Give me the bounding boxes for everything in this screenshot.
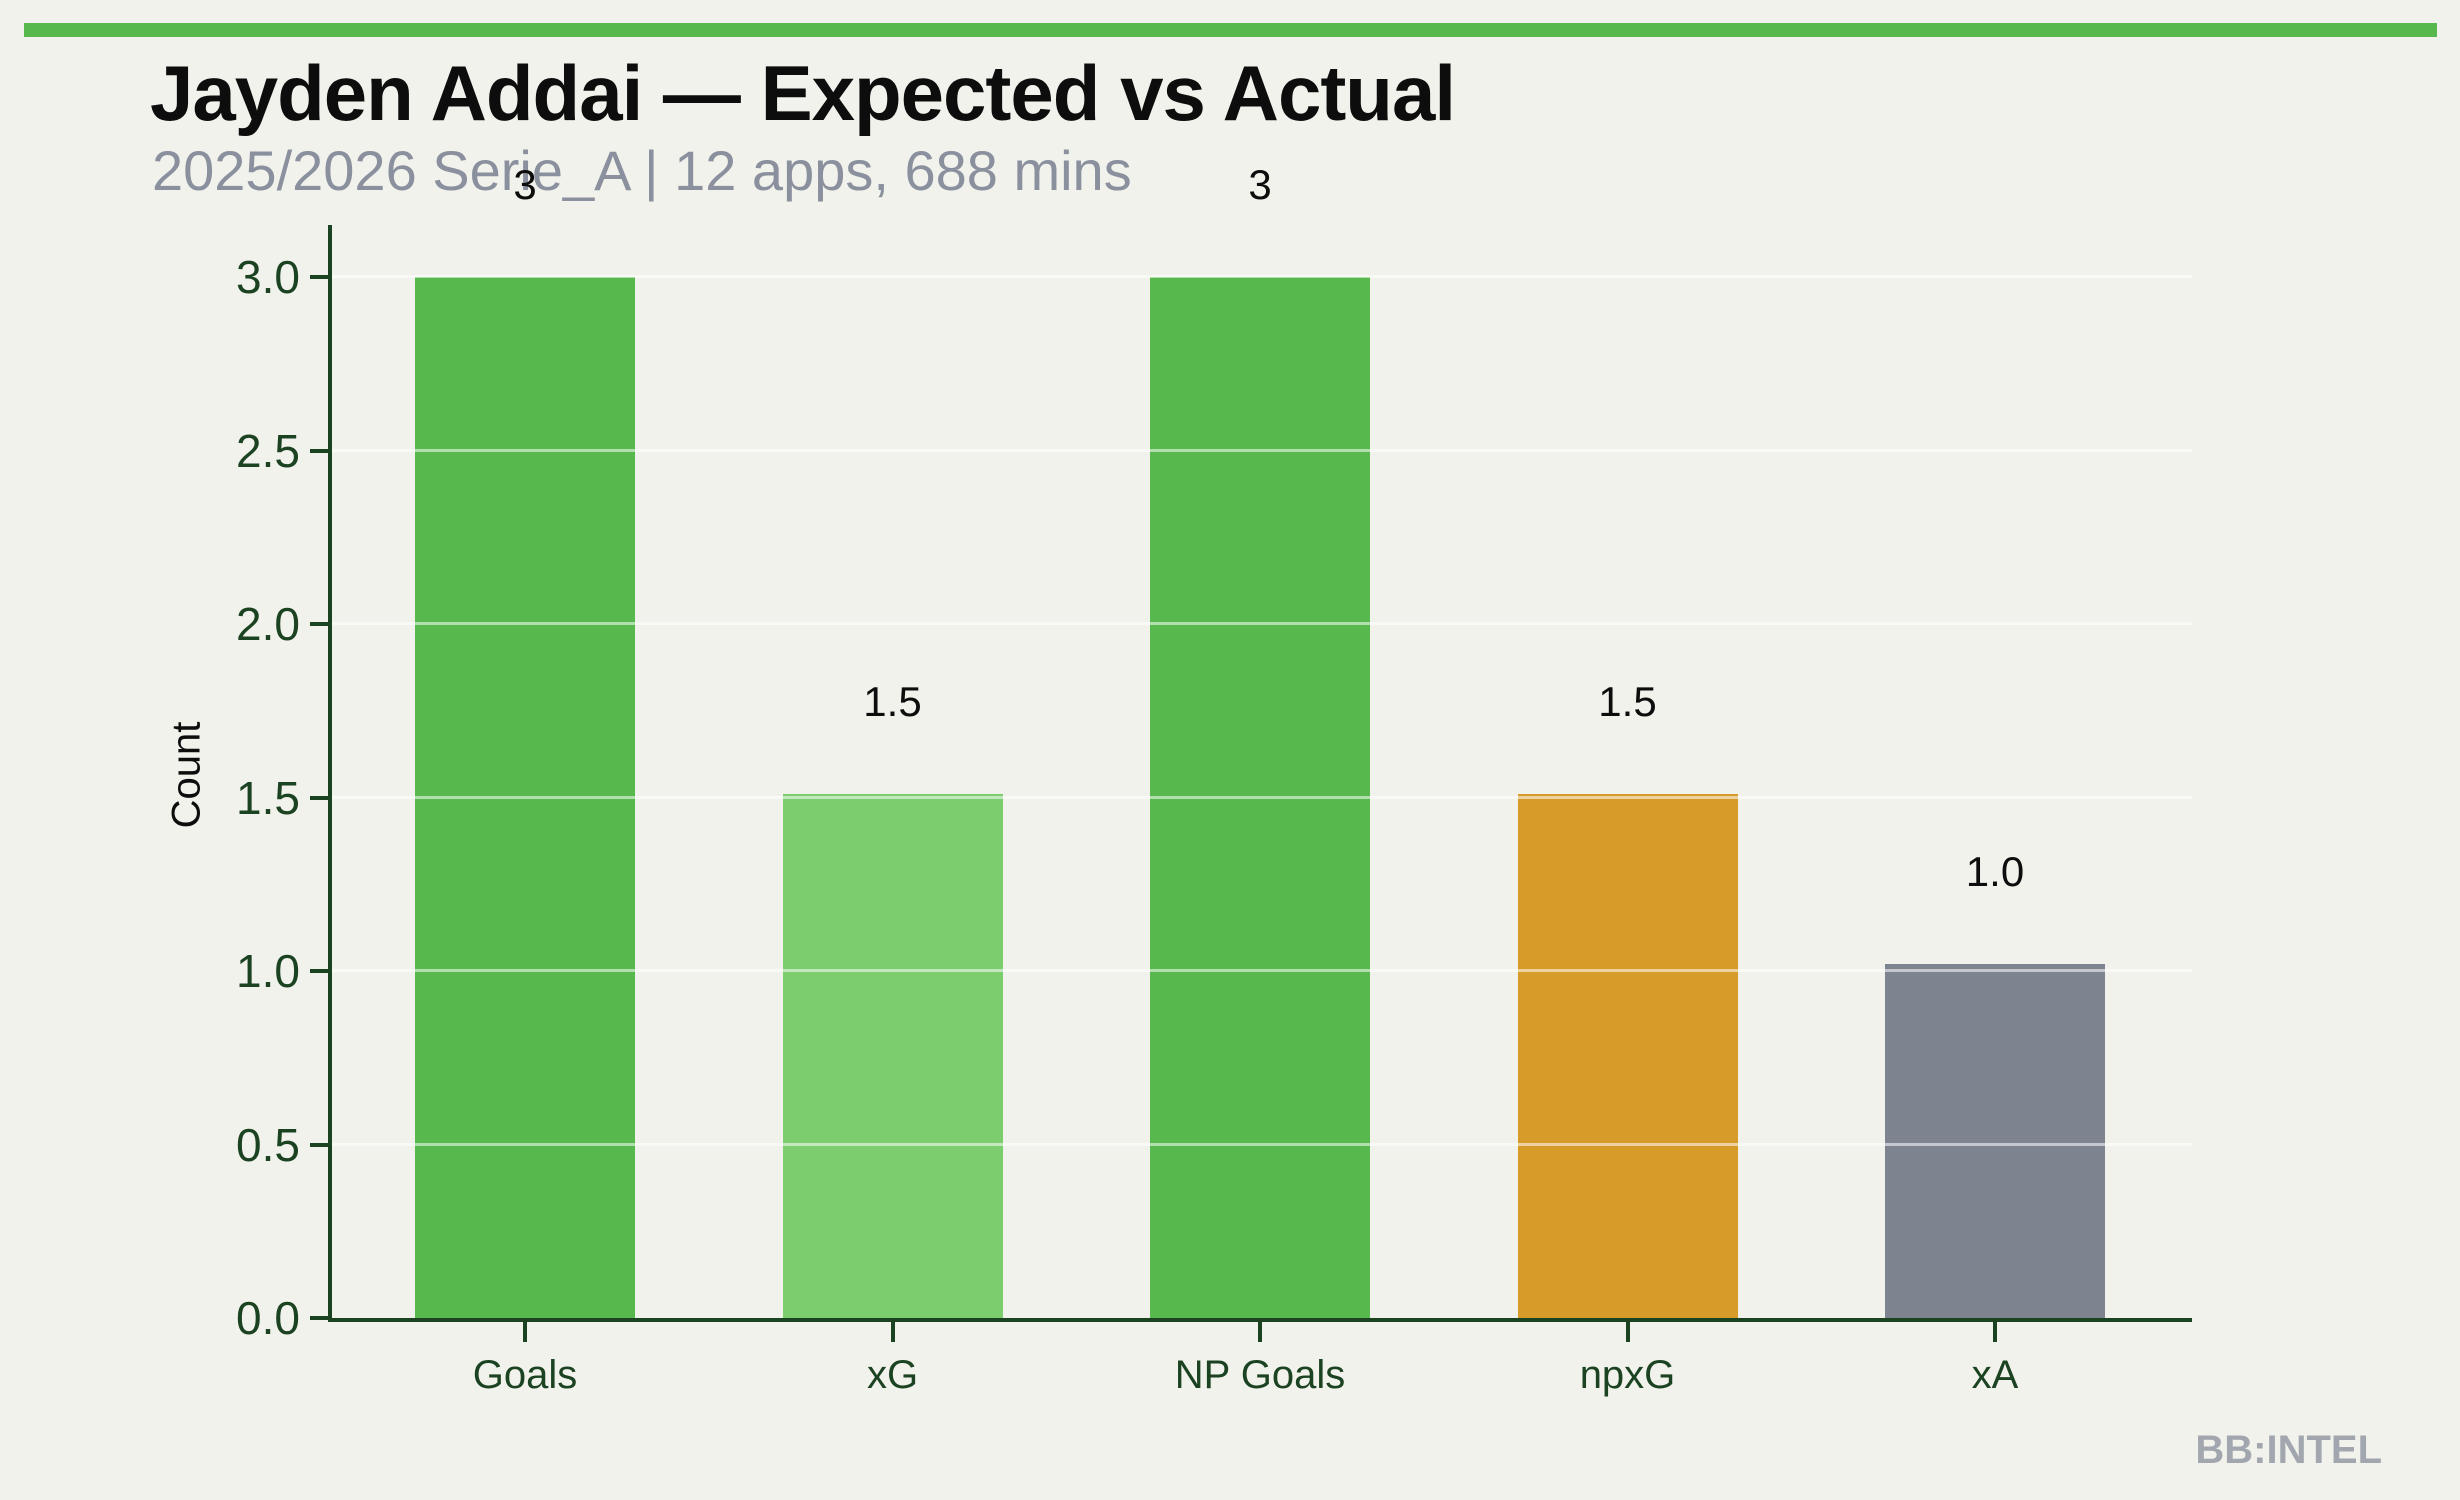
x-tick-label: Goals [472,1353,578,1397]
bar-value-label: 3 [513,161,537,208]
x-tick-mark [1993,1322,1997,1342]
bar-value-label: 1.5 [1598,678,1657,725]
y-tick-label: 1.5 [236,771,300,824]
gridline [332,795,2192,799]
y-tick-label: 0.0 [236,1292,300,1344]
watermark: BB:INTEL [2195,1428,2382,1472]
x-tick-label: NP Goals [1174,1353,1346,1397]
accent-bar [24,23,2437,37]
gridline [332,448,2192,452]
y-tick-mark [310,622,328,626]
chart-title: Jayden Addai — Expected vs Actual [150,49,1456,137]
y-tick-label: 1.0 [236,945,300,997]
x-axis [328,1318,2192,1322]
y-tick-mark [310,795,328,800]
y-axis-label: Count [164,721,209,829]
x-tick-mark [1625,1322,1630,1342]
y-tick-mark [310,275,328,279]
y-tick-mark [310,1142,328,1147]
y-tick-label: 2.0 [236,598,300,650]
y-tick-label: 3.0 [236,251,300,303]
chart-subtitle: 2025/2026 Serie_A | 12 apps, 688 mins [152,139,1132,202]
gridline [332,275,2192,278]
bar-xg [782,794,1003,1318]
y-tick-label: 2.5 [236,424,300,477]
x-tick-label: xG [866,1353,919,1397]
y-axis [328,225,332,1322]
bar-value-label: 1.0 [1965,848,2025,895]
gridline [332,622,2192,625]
x-tick-label: npxG [1579,1353,1676,1397]
y-tick-mark [310,1316,328,1320]
gridline [332,969,2192,972]
bar-xa [1885,964,2105,1318]
gridline [332,1142,2192,1146]
x-tick-mark [1258,1322,1262,1342]
bar-npxg [1517,794,1738,1318]
y-tick-label: 0.5 [236,1118,300,1171]
x-tick-mark [523,1322,527,1342]
bar-value-label: 3 [1248,161,1272,208]
x-tick-label: xA [1971,1353,2019,1397]
x-tick-mark [890,1322,895,1342]
y-tick-mark [310,448,328,453]
bar-value-label: 1.5 [863,678,922,725]
y-tick-mark [310,969,328,973]
